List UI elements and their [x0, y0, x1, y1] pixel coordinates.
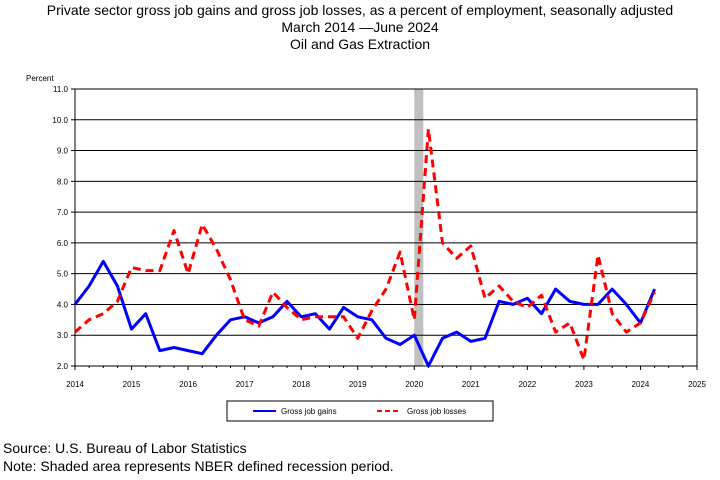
- y-tick-label: 5.0: [57, 270, 69, 279]
- x-tick-label: 2025: [688, 380, 706, 389]
- recession-layer: [414, 89, 424, 366]
- axis-layer: 2.0 3.0 4.0 5.0 6.0 7.0 8.0 9.0 10.0 11.0 2014 2015…: [52, 85, 706, 389]
- chart-titles: Private sector gross job gains and gross…: [0, 2, 720, 53]
- legend-label-gains: Gross job gains: [281, 407, 337, 416]
- series-line-losses: [74, 127, 656, 362]
- x-tick-label: 2017: [236, 380, 254, 389]
- x-tick-label: 2018: [292, 380, 310, 389]
- series-line-gains: [73, 259, 656, 368]
- plot-frame: [74, 88, 698, 367]
- legend-box: [226, 400, 494, 422]
- y-tick-label: 10.0: [52, 116, 68, 125]
- x-tick-label: 2024: [632, 380, 650, 389]
- y-tick-label: 6.0: [57, 239, 69, 248]
- legend: Gross job gains Gross job losses: [226, 400, 494, 422]
- legend-label-losses: Gross job losses: [407, 407, 466, 416]
- y-tick-label: 11.0: [53, 85, 69, 94]
- recession-note: Note: Shaded area represents NBER define…: [3, 458, 394, 474]
- x-tick-label: 2022: [518, 380, 536, 389]
- y-tick-label: 9.0: [57, 147, 69, 156]
- chart-subtitle: Oil and Gas Extraction: [289, 36, 431, 52]
- y-tick-label: 7.0: [57, 208, 69, 217]
- y-tick-label: 3.0: [57, 331, 69, 340]
- x-tick-label: 2023: [575, 380, 593, 389]
- x-tick-label: 2021: [462, 380, 480, 389]
- y-tick-label: 4.0: [57, 300, 69, 309]
- recession-band: [414, 89, 424, 366]
- x-tick-label: 2016: [179, 380, 197, 389]
- chart-date-range: March 2014 —June 2024: [281, 19, 439, 35]
- chart-title: Private sector gross job gains and gross…: [46, 2, 674, 18]
- y-axis-label: Percent: [26, 74, 54, 83]
- y-tick-label: 2.0: [57, 362, 69, 371]
- series-layer: [73, 127, 656, 368]
- source-note: Source: U.S. Bureau of Labor Statistics: [3, 440, 247, 456]
- x-tick-label: 2015: [123, 380, 141, 389]
- x-tick-label: 2014: [66, 380, 84, 389]
- x-tick-label: 2020: [405, 380, 423, 389]
- grid-layer: [75, 88, 697, 367]
- x-tick-label: 2019: [349, 380, 367, 389]
- y-tick-label: 8.0: [57, 177, 69, 186]
